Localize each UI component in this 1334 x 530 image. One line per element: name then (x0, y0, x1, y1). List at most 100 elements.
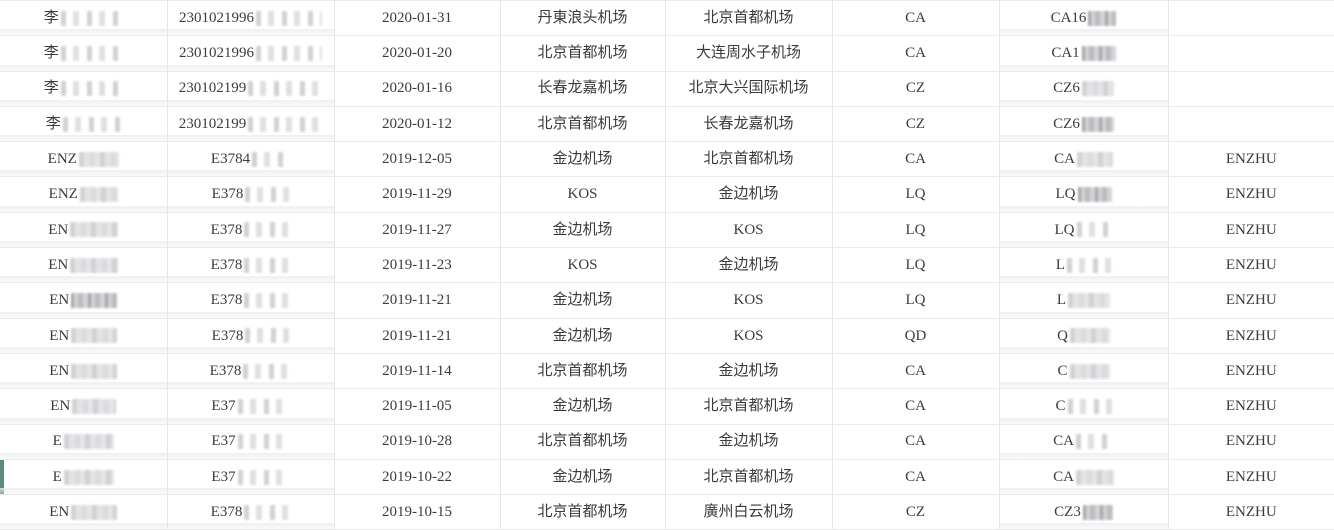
cell-date[interactable]: 2020-01-20 (334, 35, 501, 72)
cell-remark[interactable]: ENZHU (1168, 212, 1334, 249)
cell-arrival-airport[interactable]: 北京首都机场 (665, 388, 833, 425)
cell-flight-number[interactable]: CA (999, 459, 1169, 496)
cell-remark[interactable] (1168, 71, 1334, 107)
cell-flight-number[interactable]: LQ (999, 176, 1169, 213)
cell-departure-airport[interactable]: 北京首都机场 (500, 494, 666, 530)
cell-date[interactable]: 2019-10-15 (334, 494, 501, 530)
cell-remark[interactable]: ENZHU (1168, 388, 1334, 425)
cell-id-number[interactable]: 230102199 (167, 106, 335, 143)
cell-remark[interactable]: ENZHU (1168, 141, 1334, 178)
cell-date[interactable]: 2019-11-21 (334, 318, 501, 354)
cell-id-number[interactable]: E378 (167, 318, 335, 354)
cell-arrival-airport[interactable]: KOS (665, 318, 833, 354)
cell-date[interactable]: 2020-01-12 (334, 106, 501, 143)
cell-flight-number[interactable]: LQ (999, 212, 1169, 249)
cell-airline-code[interactable]: LQ (832, 282, 1000, 319)
cell-name[interactable]: EN (0, 212, 168, 249)
cell-departure-airport[interactable]: 金边机场 (500, 388, 666, 425)
cell-id-number[interactable]: E37 (167, 424, 335, 460)
cell-date[interactable]: 2019-11-29 (334, 176, 501, 213)
cell-departure-airport[interactable]: 金边机场 (500, 459, 666, 496)
cell-airline-code[interactable]: CA (832, 424, 1000, 460)
cell-flight-number[interactable]: CA16 (999, 0, 1169, 37)
cell-arrival-airport[interactable]: KOS (665, 212, 833, 249)
cell-remark[interactable] (1168, 35, 1334, 72)
cell-departure-airport[interactable]: 金边机场 (500, 212, 666, 249)
cell-id-number[interactable]: E378 (167, 212, 335, 249)
cell-date[interactable]: 2020-01-16 (334, 71, 501, 107)
cell-arrival-airport[interactable]: 金边机场 (665, 247, 833, 284)
cell-name[interactable]: ENZ (0, 176, 168, 213)
cell-id-number[interactable]: E378 (167, 247, 335, 284)
table-row[interactable]: EN E37 2019-11-05 金边机场 北京首都机场 CA C ENZHU (0, 388, 1334, 425)
cell-flight-number[interactable]: CZ6 (999, 71, 1169, 107)
cell-departure-airport[interactable]: 北京首都机场 (500, 424, 666, 460)
cell-flight-number[interactable]: CZ6 (999, 106, 1169, 143)
cell-departure-airport[interactable]: 北京首都机场 (500, 353, 666, 390)
cell-remark[interactable]: ENZHU (1168, 424, 1334, 460)
cell-airline-code[interactable]: CZ (832, 106, 1000, 143)
cell-name[interactable]: EN (0, 353, 168, 390)
cell-airline-code[interactable]: CA (832, 353, 1000, 390)
table-row[interactable]: EN E378 2019-11-27 金边机场 KOS LQ LQ ENZHU (0, 212, 1334, 249)
cell-flight-number[interactable]: L (999, 247, 1169, 284)
cell-id-number[interactable]: E378 (167, 353, 335, 390)
cell-arrival-airport[interactable]: 北京首都机场 (665, 141, 833, 178)
cell-id-number[interactable]: 2301021996 (167, 0, 335, 37)
cell-arrival-airport[interactable]: KOS (665, 282, 833, 319)
cell-arrival-airport[interactable]: 北京首都机场 (665, 0, 833, 37)
cell-departure-airport[interactable]: 金边机场 (500, 282, 666, 319)
cell-flight-number[interactable]: CZ3 (999, 494, 1169, 530)
cell-arrival-airport[interactable]: 金边机场 (665, 424, 833, 460)
cell-departure-airport[interactable]: 北京首都机场 (500, 35, 666, 72)
cell-name[interactable]: EN (0, 388, 168, 425)
cell-departure-airport[interactable]: 金边机场 (500, 318, 666, 354)
cell-name[interactable]: EN (0, 494, 168, 530)
cell-id-number[interactable]: E37 (167, 388, 335, 425)
cell-departure-airport[interactable]: 金边机场 (500, 141, 666, 178)
cell-departure-airport[interactable]: 长春龙嘉机场 (500, 71, 666, 107)
cell-name[interactable]: ENZ (0, 141, 168, 178)
cell-id-number[interactable]: E3784 (167, 141, 335, 178)
cell-name[interactable]: EN (0, 318, 168, 354)
cell-name[interactable]: 李 (0, 71, 168, 107)
cell-airline-code[interactable]: LQ (832, 176, 1000, 213)
cell-remark[interactable]: ENZHU (1168, 282, 1334, 319)
table-row[interactable]: EN E378 2019-11-21 金边机场 KOS QD Q ENZHU (0, 318, 1334, 354)
table-row[interactable]: ENZ E3784 2019-12-05 金边机场 北京首都机场 CA CA ENZHU (0, 141, 1334, 178)
cell-flight-number[interactable]: CA (999, 424, 1169, 460)
cell-name[interactable]: EN (0, 282, 168, 319)
cell-airline-code[interactable]: CZ (832, 71, 1000, 107)
cell-arrival-airport[interactable]: 长春龙嘉机场 (665, 106, 833, 143)
cell-remark[interactable] (1168, 0, 1334, 37)
cell-date[interactable]: 2019-12-05 (334, 141, 501, 178)
cell-date[interactable]: 2020-01-31 (334, 0, 501, 37)
table-row[interactable]: 李 2301021996 2020-01-20 北京首都机场 大连周水子机场 CA CA1 (0, 35, 1334, 72)
table-row[interactable]: EN E378 2019-11-21 金边机场 KOS LQ L ENZHU (0, 282, 1334, 319)
cell-airline-code[interactable]: CA (832, 388, 1000, 425)
table-row[interactable]: E E37 2019-10-22 金边机场 北京首都机场 CA CA ENZHU (0, 459, 1334, 496)
cell-airline-code[interactable]: CA (832, 141, 1000, 178)
cell-name[interactable]: 李 (0, 35, 168, 72)
cell-flight-number[interactable]: Q (999, 318, 1169, 354)
cell-arrival-airport[interactable]: 廣州白云机场 (665, 494, 833, 530)
table-row[interactable]: 李 230102199 2020-01-12 北京首都机场 长春龙嘉机场 CZ CZ6 (0, 106, 1334, 143)
cell-airline-code[interactable]: CA (832, 35, 1000, 72)
cell-id-number[interactable]: 230102199 (167, 71, 335, 107)
cell-flight-number[interactable]: C (999, 353, 1169, 390)
cell-remark[interactable] (1168, 106, 1334, 143)
cell-airline-code[interactable]: CZ (832, 494, 1000, 530)
cell-arrival-airport[interactable]: 大连周水子机场 (665, 35, 833, 72)
cell-date[interactable]: 2019-11-27 (334, 212, 501, 249)
cell-departure-airport[interactable]: KOS (500, 176, 666, 213)
cell-date[interactable]: 2019-11-21 (334, 282, 501, 319)
table-row[interactable]: EN E378 2019-11-23 KOS 金边机场 LQ L ENZHU (0, 247, 1334, 284)
cell-remark[interactable]: ENZHU (1168, 247, 1334, 284)
table-row[interactable]: 李 2301021996 2020-01-31 丹東浪头机场 北京首都机场 CA CA16 (0, 0, 1334, 37)
cell-arrival-airport[interactable]: 金边机场 (665, 353, 833, 390)
table-row[interactable]: EN E378 2019-11-14 北京首都机场 金边机场 CA C ENZHU (0, 353, 1334, 390)
cell-flight-number[interactable]: CA (999, 141, 1169, 178)
cell-id-number[interactable]: 2301021996 (167, 35, 335, 72)
cell-airline-code[interactable]: CA (832, 0, 1000, 37)
cell-airline-code[interactable]: CA (832, 459, 1000, 496)
